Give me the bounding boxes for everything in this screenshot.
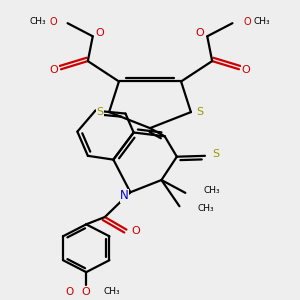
Text: O: O <box>49 17 57 27</box>
Text: O: O <box>65 287 73 297</box>
Text: CH₃: CH₃ <box>254 17 270 26</box>
Text: O: O <box>242 65 250 75</box>
Text: CH₃: CH₃ <box>30 17 46 26</box>
Text: CH₃: CH₃ <box>103 287 120 296</box>
Text: O: O <box>196 28 204 38</box>
Text: O: O <box>96 28 104 38</box>
Text: S: S <box>96 106 103 116</box>
Text: S: S <box>212 149 219 159</box>
Text: CH₃: CH₃ <box>197 204 214 213</box>
Text: N: N <box>120 189 129 202</box>
Text: S: S <box>196 106 204 116</box>
Text: O: O <box>131 226 140 236</box>
Text: CH₃: CH₃ <box>203 186 220 195</box>
Text: O: O <box>243 17 251 27</box>
Text: O: O <box>50 65 58 75</box>
Text: O: O <box>82 287 91 297</box>
